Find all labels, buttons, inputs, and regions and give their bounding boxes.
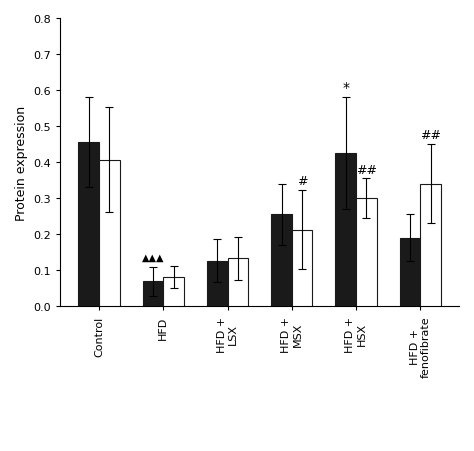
Bar [400, 238, 420, 307]
Bar [356, 199, 377, 307]
Text: #: # [297, 175, 307, 188]
Text: ▲▲▲: ▲▲▲ [142, 253, 164, 262]
Bar [163, 277, 184, 307]
Text: ##: ## [356, 163, 377, 176]
Bar [99, 160, 119, 307]
Bar [420, 184, 441, 307]
Bar [336, 154, 356, 307]
Bar [207, 261, 228, 307]
Bar [292, 230, 312, 307]
Y-axis label: Protein expression: Protein expression [15, 106, 28, 220]
Bar [271, 215, 292, 307]
Text: ##: ## [420, 129, 441, 142]
Bar [79, 143, 99, 307]
Text: *: * [342, 81, 349, 95]
Bar [143, 281, 163, 307]
Bar [228, 259, 248, 307]
